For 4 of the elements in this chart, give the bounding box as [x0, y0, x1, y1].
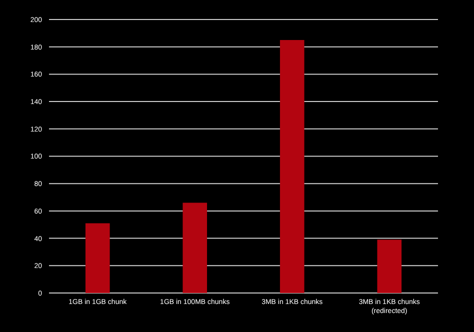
bar: [85, 223, 110, 293]
bar: [182, 202, 208, 293]
bar: [377, 240, 402, 293]
bar: [280, 40, 304, 293]
